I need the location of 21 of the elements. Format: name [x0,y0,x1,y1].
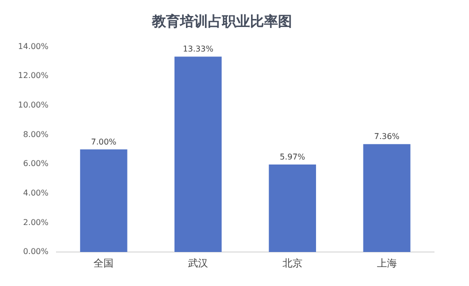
x-tick-label: 北京 [282,258,302,270]
data-label: 13.33% [182,44,214,54]
x-tick-label: 武汉 [188,258,208,270]
y-tick-label: 2.00% [23,218,49,227]
bar [268,164,316,252]
x-tick-label: 全国 [94,258,114,270]
data-label: 5.97% [280,152,306,162]
chart-title: 教育培训占职业比率图 [151,13,292,30]
y-tick-label: 12.00% [18,71,49,80]
data-label: 7.36% [374,132,400,142]
x-tick-label: 上海 [376,258,397,270]
bar [80,149,128,252]
y-tick-label: 6.00% [23,159,49,168]
bar [174,56,222,252]
bar [363,144,410,252]
y-tick-label: 4.00% [23,188,49,198]
y-tick-label: 14.00% [18,42,49,51]
y-tick-label: 0.00% [23,247,49,256]
y-tick-label: 10.00% [18,100,49,110]
y-tick-label: 8.00% [23,130,49,139]
data-label: 7.00% [90,137,117,146]
